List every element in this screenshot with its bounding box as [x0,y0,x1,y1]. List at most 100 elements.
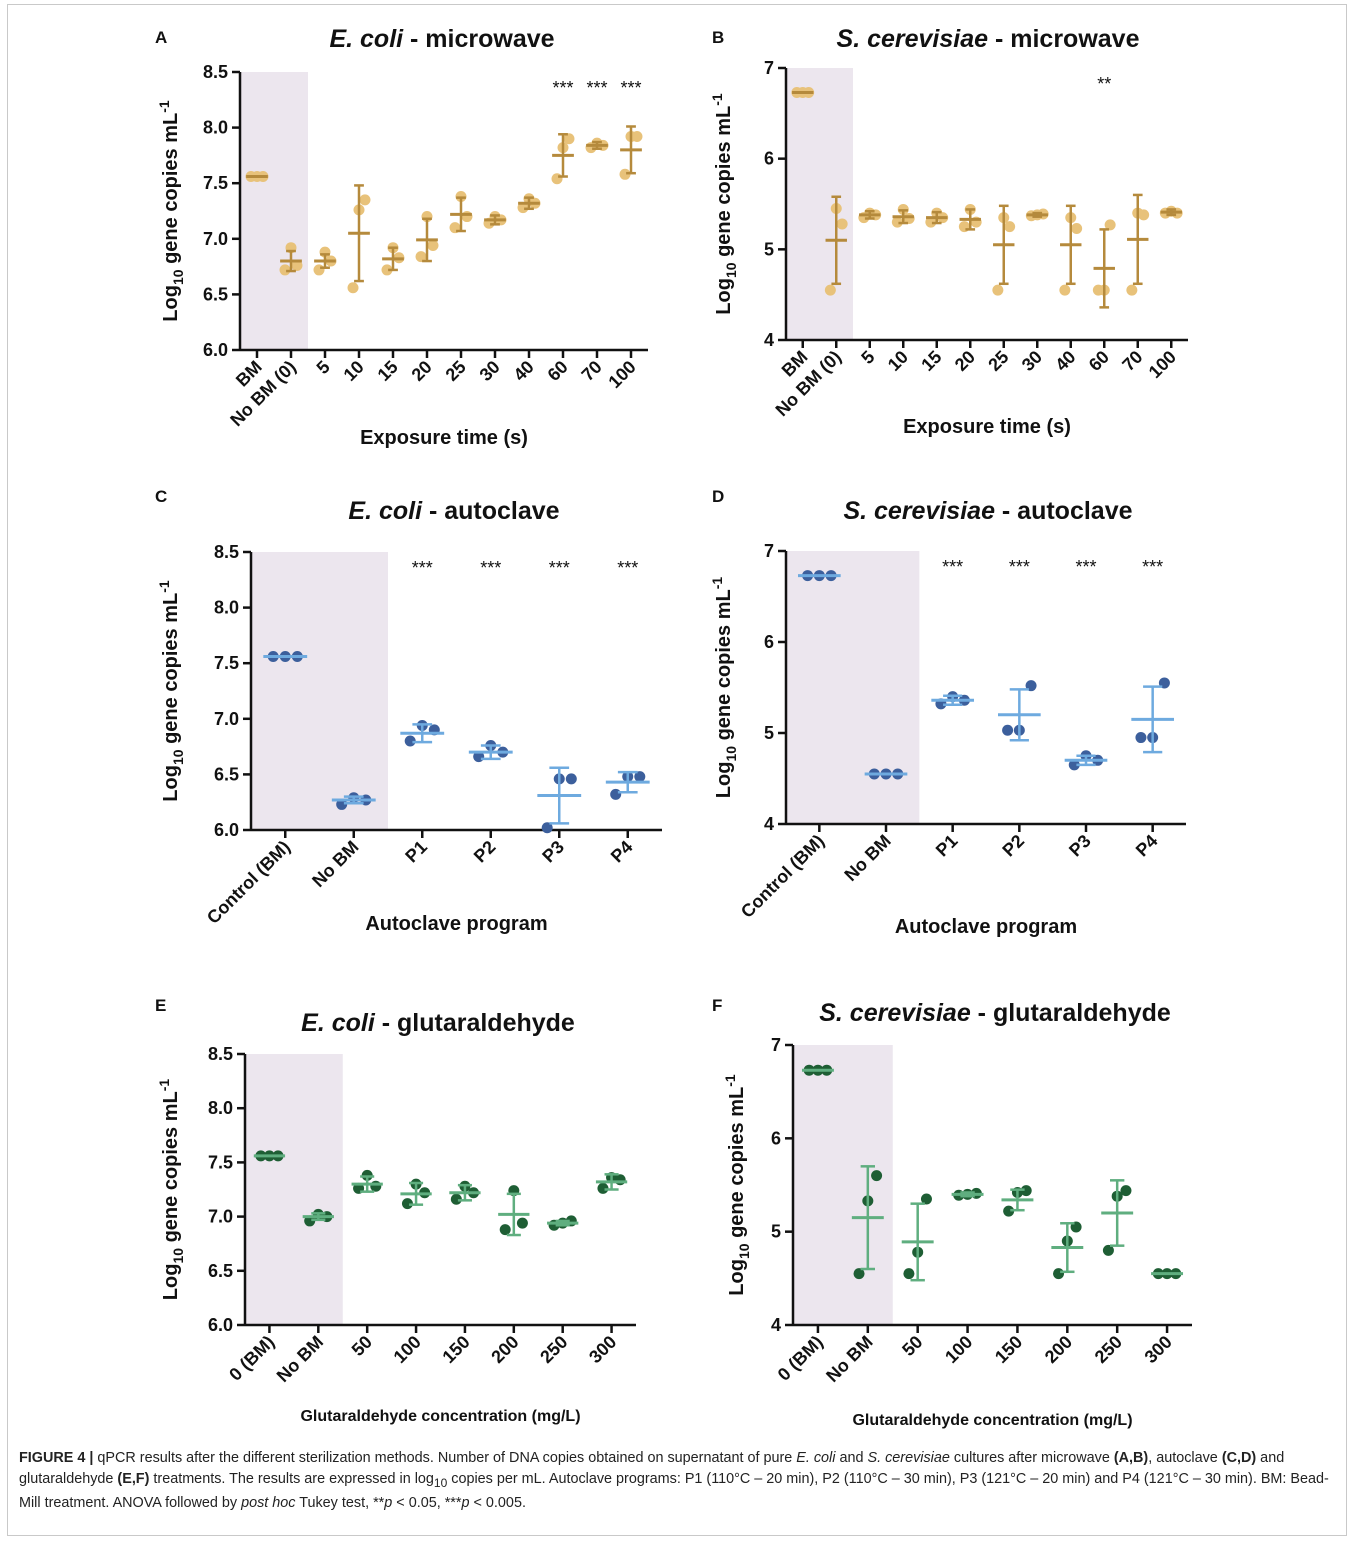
data-point [824,284,836,296]
significance-label: *** [1142,557,1163,577]
y-tick-label: 8.5 [208,1044,233,1064]
panel-letter: A [155,28,167,47]
y-tick-label: 6.5 [203,284,228,304]
data-point [461,211,473,223]
y-axis-label: Log10 gene copies mL-1 [709,93,739,315]
chart-title-organism: S. cerevisiae [843,497,995,525]
panel-letter: F [712,996,722,1015]
significance-label: *** [617,558,638,578]
significance-label: *** [1075,557,1096,577]
caption-text: < 0.005. [469,1494,526,1511]
x-tick-label: P2 [998,831,1028,861]
x-tick-label: 15 [917,347,945,375]
y-tick-label: 7.5 [214,653,239,673]
data-point [359,194,371,206]
x-tick-label: P1 [401,837,431,867]
x-tick-label: P1 [932,831,962,861]
x-tick-label: 300 [585,1332,620,1367]
y-tick-label: 8.5 [203,62,228,82]
x-tick-label: 40 [1051,347,1079,375]
x-tick-label: 100 [390,1332,425,1367]
x-tick-label: P2 [470,837,500,867]
data-point [871,1170,883,1182]
y-tick-label: 8.0 [203,118,228,138]
data-point [1120,1185,1132,1197]
x-tick-label: 50 [348,1332,376,1360]
chart-title-organism: S. cerevisiae [819,999,971,1027]
y-tick-label: 6 [764,149,774,169]
data-point [401,1198,413,1210]
x-tick-label: 30 [1018,347,1046,375]
x-tick-label: P3 [538,837,568,867]
data-point [279,264,291,276]
data-point [381,264,393,276]
y-axis-label: Log10 gene copies mL-1 [156,100,186,322]
data-point [1138,209,1150,221]
x-tick-label: 60 [544,357,572,385]
data-point [1002,724,1014,736]
x-tick-label: No BM [822,1332,876,1386]
x-tick-label: 150 [991,1332,1026,1367]
y-tick-label: 7.5 [203,173,228,193]
caption-ref-ab: (A,B) [1113,1450,1149,1466]
chart-title: E. coli - glutaraldehyde [301,1009,575,1037]
caption-text: < 0.05, *** [392,1494,462,1511]
chart-title: S. cerevisiae - autoclave [843,497,1132,525]
data-point [565,773,577,785]
x-tick-label: 50 [898,1332,926,1360]
x-tick-label: 100 [1145,347,1180,382]
data-point [614,1174,626,1186]
data-point [415,251,427,263]
x-tick-label: No BM [273,1332,327,1386]
x-tick-label: 60 [1085,347,1113,375]
x-tick-label: 200 [487,1332,522,1367]
data-point [619,168,631,180]
data-point [541,822,553,834]
x-tick-label: 20 [408,357,436,385]
y-tick-label: 7 [771,1035,781,1055]
x-axis-label: Glutaraldehyde concentration (mg/L) [852,1412,1132,1429]
x-tick-label: P4 [607,837,637,867]
y-tick-label: 6.0 [203,340,228,360]
x-tick-label: P4 [1132,831,1162,861]
y-axis-label: Log10 gene copies mL-1 [156,1079,186,1301]
significance-label: *** [942,557,963,577]
data-point [499,1224,511,1236]
y-tick-label: 5 [771,1222,781,1242]
data-point [551,173,563,185]
x-tick-label: 100 [941,1332,976,1367]
significance-label: ** [1097,74,1111,94]
x-tick-label: 5 [857,347,878,368]
data-point [313,264,325,276]
x-tick-label: P3 [1065,831,1095,861]
y-axis-label: Log10 gene copies mL-1 [709,577,739,799]
chart-title-treatment: - microwave [988,25,1140,53]
data-point [517,202,529,214]
chart-panel-d: D S. cerevisiae - autoclave 4 5 6 7 Log10 gene… [709,487,1186,938]
chart-panel-e: E E. coli - glutaraldehyde 6.0 6.5 7.0 7.5 8.0… [155,996,636,1425]
caption-text: cultures after microwave [949,1450,1114,1466]
x-axis-label: Exposure time (s) [903,416,1071,438]
chart-panel-f: F S. cerevisiae - glutaraldehyde 4 5 6 7 Log10… [712,996,1192,1429]
data-point [1068,759,1080,771]
data-point [1053,1268,1065,1280]
x-tick-label: No BM [840,831,894,885]
x-tick-label: 70 [1118,347,1146,375]
shaded-region [786,551,920,824]
y-tick-label: 7 [764,58,774,78]
caption-p: p [461,1494,470,1511]
chart-title: E. coli - autoclave [348,497,559,525]
x-tick-label: 25 [442,357,470,385]
x-axis-label: Exposure time (s) [360,427,528,449]
y-tick-label: 7.5 [208,1152,233,1172]
caption-ecoli: E. coli [796,1450,836,1466]
significance-label: *** [586,78,607,98]
caption-text: and [835,1450,868,1466]
chart-title-treatment: - autoclave [995,497,1133,525]
caption-p: p [384,1494,393,1511]
shaded-region [786,68,853,340]
figure-frame [7,4,1347,1536]
data-point [1104,219,1116,231]
x-tick-label: 10 [884,347,912,375]
data-point [891,216,903,228]
